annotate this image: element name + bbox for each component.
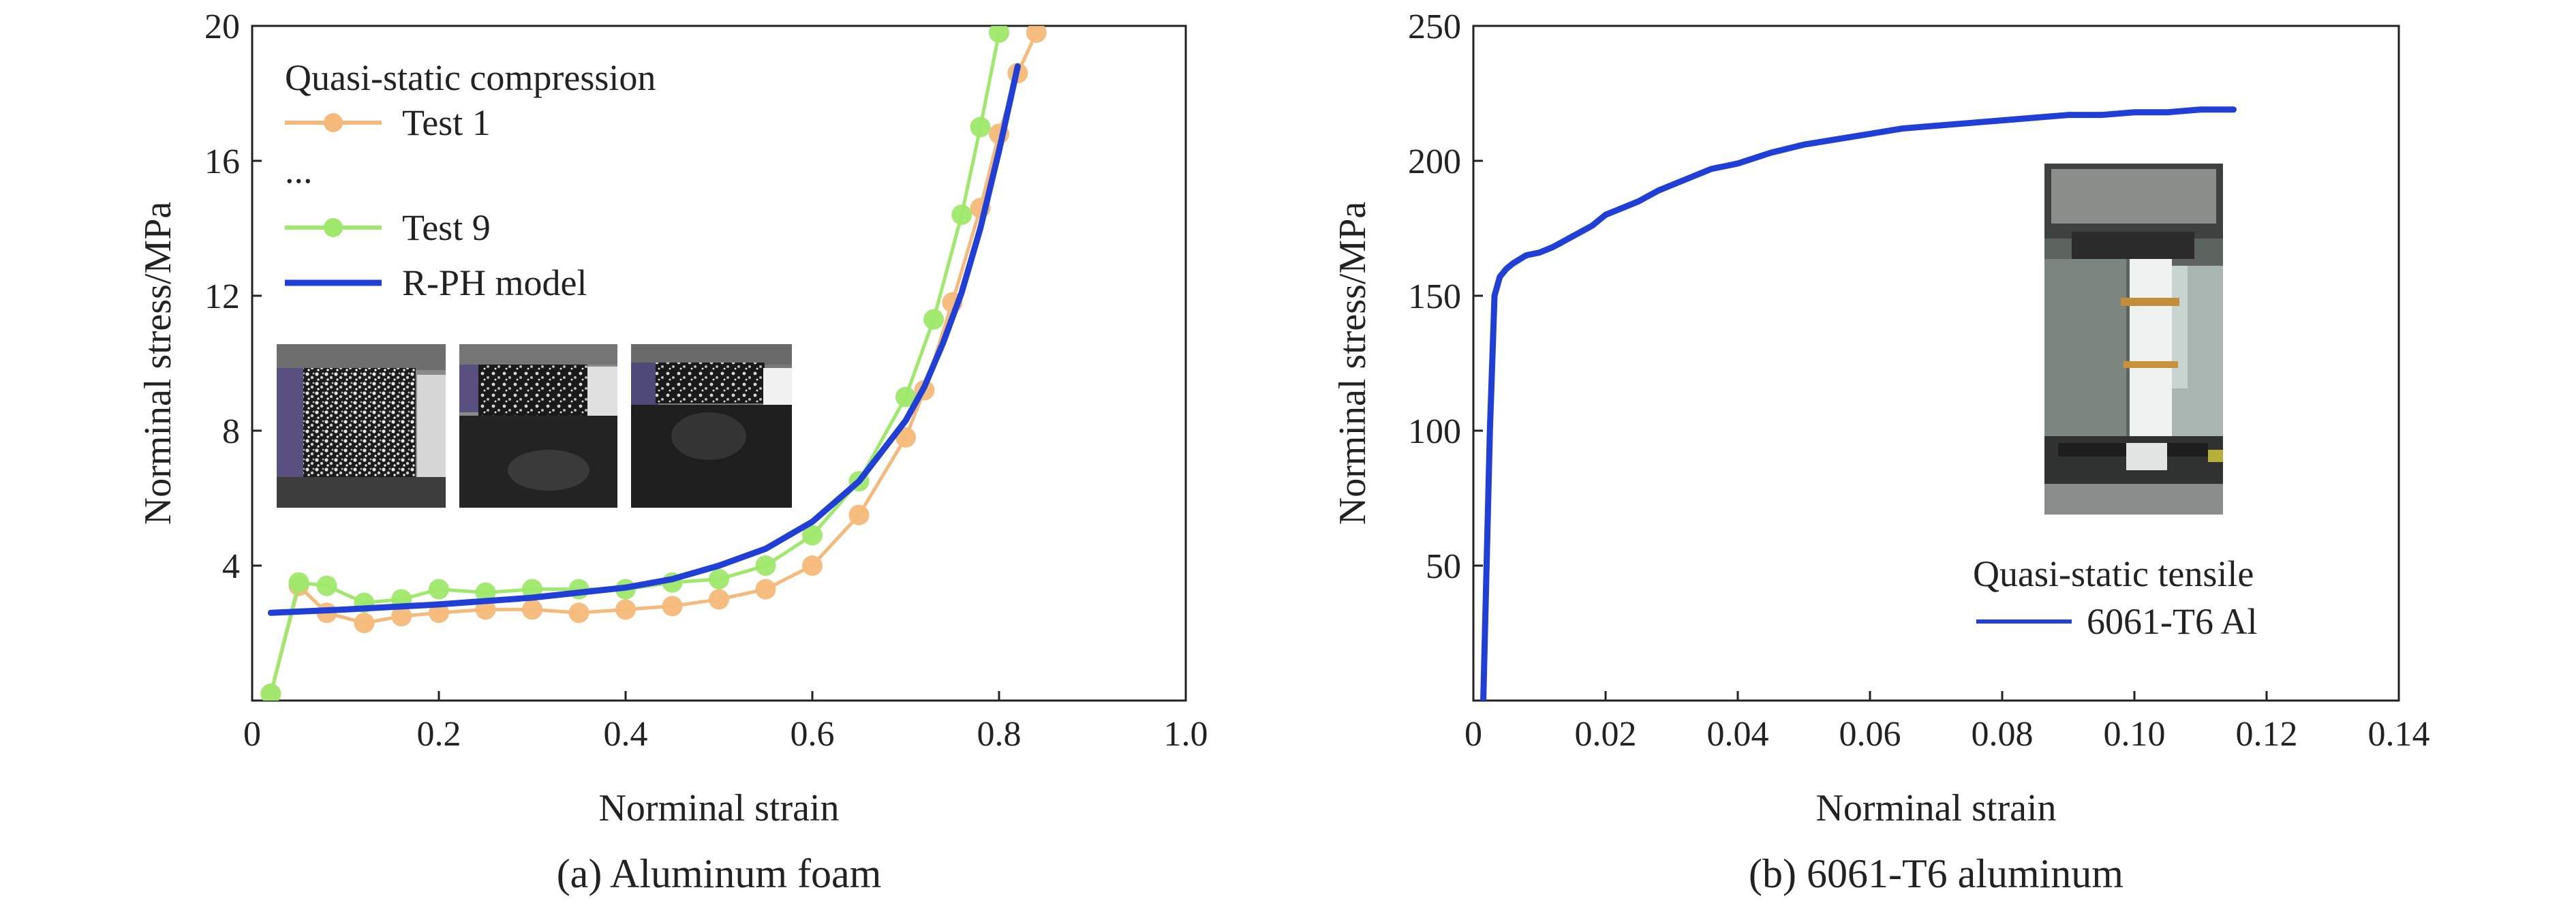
- x-tick-label-b-6: 0.12: [2236, 715, 2298, 754]
- data-point-a-test-9-0: [260, 684, 281, 701]
- legend-a-entry-test1: Test 1: [285, 102, 491, 143]
- axis-ticks-a: 0 0.2 0.4 0.6 0.8 1.0 4 8 12 16 20: [204, 7, 1208, 754]
- x-tick-label-a-4: 0.8: [977, 715, 1022, 754]
- data-point-a-test-9-12: [755, 555, 776, 576]
- legend-b-label: 6061-T6 Al: [2087, 601, 2258, 642]
- data-point-a-test-1-21: [1026, 26, 1047, 43]
- x-tick-label-a-3: 0.6: [791, 715, 835, 754]
- legend-b-entry: 6061-T6 Al: [1976, 601, 2258, 642]
- data-point-a-test-1-7: [522, 599, 542, 620]
- legend-b: Quasi-static tensile 6061-T6 Al: [1973, 553, 2258, 642]
- x-tick-label-a-5: 1.0: [1164, 715, 1208, 754]
- x-tick-label-b-3: 0.06: [1839, 715, 1901, 754]
- legend-a-entry-test9: Test 9: [285, 207, 491, 248]
- plot-area-a: [251, 25, 1187, 702]
- caption-a: (a) Aluminum foam: [557, 851, 882, 896]
- plot-area-b: [1472, 25, 2400, 702]
- x-tick-label-b-7: 0.14: [2368, 715, 2430, 754]
- x-tick-label-b-2: 0.04: [1707, 715, 1769, 754]
- data-point-a-test-9-1: [288, 572, 309, 593]
- y-axis-label-a: Norminal stress/MPa: [137, 202, 179, 525]
- series-line-a-test-1: [269, 31, 1039, 696]
- inset-image-1: [277, 344, 446, 508]
- x-tick-label-b-0: 0: [1465, 715, 1482, 754]
- x-tick-label-b-1: 0.02: [1575, 715, 1637, 754]
- y-tick-label-a-1: 8: [222, 412, 240, 451]
- inset-image-3: [631, 344, 792, 508]
- y-tick-label-a-3: 16: [204, 142, 240, 181]
- data-point-a-test-1-4: [391, 606, 412, 627]
- y-tick-label-b-1: 100: [1408, 412, 1461, 451]
- x-axis-label-a: Norminal strain: [598, 787, 839, 829]
- series-line-b-6061-t6-al: [1480, 106, 2237, 701]
- legend-a-entry-model: R-PH model: [285, 262, 587, 303]
- legend-a: Quasi-static compression Test 1 ... Test…: [285, 57, 656, 303]
- y-tick-label-b-0: 50: [1426, 547, 1461, 586]
- data-point-a-test-9-17: [951, 204, 972, 226]
- legend-a-title: Quasi-static compression: [285, 57, 656, 98]
- x-tick-label-a-2: 0.4: [604, 715, 648, 754]
- caption-b: (b) 6061-T6 aluminum: [1749, 851, 2123, 896]
- chart-b: 0 0.02 0.04 0.06 0.08 0.10 0.12 0.14 50 100 150 200…: [1332, 7, 2430, 896]
- x-axis-label-b: Norminal strain: [1815, 787, 2056, 829]
- chart-a: 0 0.2 0.4 0.6 0.8 1.0 4 8 12 16 20: [137, 7, 1208, 896]
- axis-ticks-b: 0 0.02 0.04 0.06 0.08 0.10 0.12 0.14 50 100 150 200…: [1408, 7, 2430, 754]
- legend-a-label-test9: Test 9: [402, 207, 491, 248]
- inset-photo-b: [2044, 164, 2223, 515]
- data-point-a-test-9-2: [316, 575, 337, 596]
- y-tick-label-a-0: 4: [222, 547, 240, 586]
- data-point-a-test-9-18: [970, 117, 991, 138]
- data-point-a-test-1-8: [568, 602, 589, 624]
- data-point-a-test-1-9: [615, 599, 636, 620]
- y-tick-label-a-4: 20: [204, 7, 240, 46]
- x-tick-label-a-1: 0.2: [417, 715, 461, 754]
- y-tick-label-b-3: 200: [1408, 142, 1461, 181]
- data-point-a-test-1-12: [755, 579, 776, 600]
- x-tick-label-a-0: 0: [243, 715, 261, 754]
- series-group-a: [260, 26, 1047, 701]
- data-point-a-test-1-3: [354, 613, 375, 634]
- data-point-a-test-9-19: [989, 26, 1009, 43]
- data-point-a-test-9-16: [923, 309, 945, 330]
- series-line-a-r-ph-model: [267, 63, 1021, 616]
- data-point-a-test-9-13: [802, 525, 823, 546]
- inset-image-2: [459, 344, 617, 508]
- series-group-b: [1480, 106, 2237, 701]
- y-axis-label-b: Norminal stress/MPa: [1332, 202, 1374, 525]
- y-tick-label-a-2: 12: [204, 277, 240, 316]
- legend-a-label-test1: Test 1: [402, 102, 491, 143]
- y-tick-label-b-2: 150: [1408, 277, 1461, 316]
- inset-images-a: [277, 344, 792, 508]
- legend-a-label-model: R-PH model: [402, 262, 587, 303]
- data-point-a-test-9-15: [895, 386, 916, 408]
- data-point-a-test-9-11: [709, 568, 729, 589]
- data-point-a-test-1-15: [895, 427, 916, 448]
- data-point-a-test-1-10: [662, 596, 683, 617]
- data-point-a-test-1-14: [848, 504, 870, 525]
- data-point-a-test-9-5: [429, 579, 449, 600]
- legend-a-ellipsis: ...: [285, 150, 313, 191]
- x-tick-label-b-4: 0.08: [1972, 715, 2034, 754]
- y-tick-label-b-4: 250: [1408, 7, 1461, 46]
- x-tick-label-b-5: 0.10: [2104, 715, 2166, 754]
- data-point-a-test-1-13: [802, 555, 823, 576]
- data-point-a-test-1-11: [709, 589, 729, 610]
- legend-b-title: Quasi-static tensile: [1973, 553, 2254, 594]
